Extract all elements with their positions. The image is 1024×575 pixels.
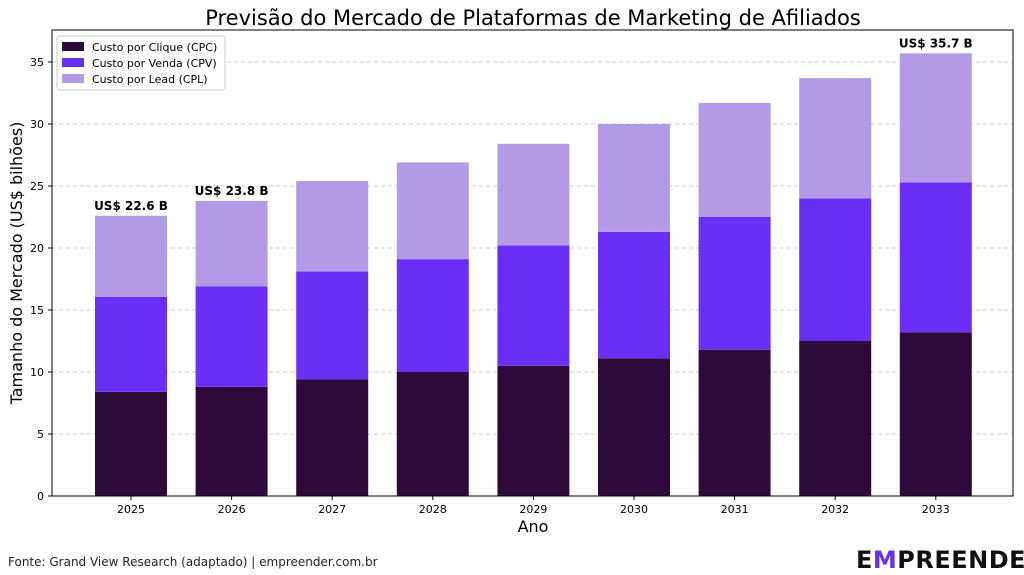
chart-title: Previsão do Mercado de Plataformas de Ma… [205,6,861,30]
y-tick-label: 25 [30,180,44,193]
y-axis-label: Tamanho do Mercado (US$ bilhões) [7,122,26,406]
x-tick-label: 2029 [519,503,547,516]
y-tick-label: 20 [30,242,44,255]
y-tick-label: 10 [30,366,44,379]
bar-segment [195,286,268,387]
svg-text:EMPREENDER: EMPREENDER [856,546,1024,574]
bar-segment [296,379,369,496]
bar-segment [195,200,268,287]
bar-segment [95,215,167,297]
legend-swatch [62,74,84,83]
legend-label: Custo por Venda (CPV) [92,57,217,70]
empreender-logo: EMPREENDER [856,546,1024,574]
total-label: US$ 35.7 B [899,36,973,50]
bar-segment [396,259,469,372]
x-tick-label: 2025 [117,503,145,516]
bar-segment [899,53,972,183]
bar-segment [296,181,369,272]
bar-segment [698,102,771,217]
x-axis-label: Ano [518,517,549,536]
bar-segment [698,349,771,496]
x-tick-label: 2026 [218,503,246,516]
source-footer: Fonte: Grand View Research (adaptado) | … [8,555,378,569]
bar-segment [497,143,570,246]
legend-swatch [62,42,84,51]
legend-swatch [62,58,84,67]
x-tick-label: 2030 [620,503,648,516]
bar-segment [296,271,369,380]
bar-segment [497,245,570,366]
total-label: US$ 23.8 B [195,184,269,198]
x-tick-label: 2028 [419,503,447,516]
bar-segment [598,124,670,232]
x-axis: 2025 2026 2027 2028 2029 2030 2031 2032 2033 [117,496,950,516]
x-tick-label: 2033 [922,503,950,516]
y-tick-label: 5 [37,428,44,441]
bar-segment [598,358,670,496]
bar-segment [899,182,972,333]
annotations: US$ 22.6 B US$ 23.8 B US$ 35.7 B [94,36,973,212]
total-label: US$ 22.6 B [94,199,168,213]
y-tick-label: 30 [30,118,44,131]
bar-segment [195,386,268,496]
legend-label: Custo por Clique (CPC) [92,41,217,54]
legend-label: Custo por Lead (CPL) [92,73,208,86]
bar-segment [698,217,771,350]
bar-segment [598,231,670,359]
bars [95,53,972,496]
bar-segment [497,365,570,496]
y-tick-label: 35 [30,56,44,69]
x-tick-label: 2031 [721,503,749,516]
plot-frame [51,29,1014,497]
bar-segment [799,78,872,199]
bar-segment [396,162,469,260]
bar-segment [95,391,167,496]
x-tick-label: 2027 [318,503,346,516]
bar-segment [799,341,872,496]
bar-segment [899,332,972,496]
y-tick-label: 0 [37,490,44,503]
bar-segment [396,372,469,496]
y-tick-label: 15 [30,304,44,317]
x-tick-label: 2032 [821,503,849,516]
legend: Custo por Clique (CPC) Custo por Venda (C… [56,35,226,91]
bar-segment [95,296,167,392]
bar-segment [799,198,872,341]
y-axis: 0 5 10 15 20 25 30 35 [30,56,52,503]
